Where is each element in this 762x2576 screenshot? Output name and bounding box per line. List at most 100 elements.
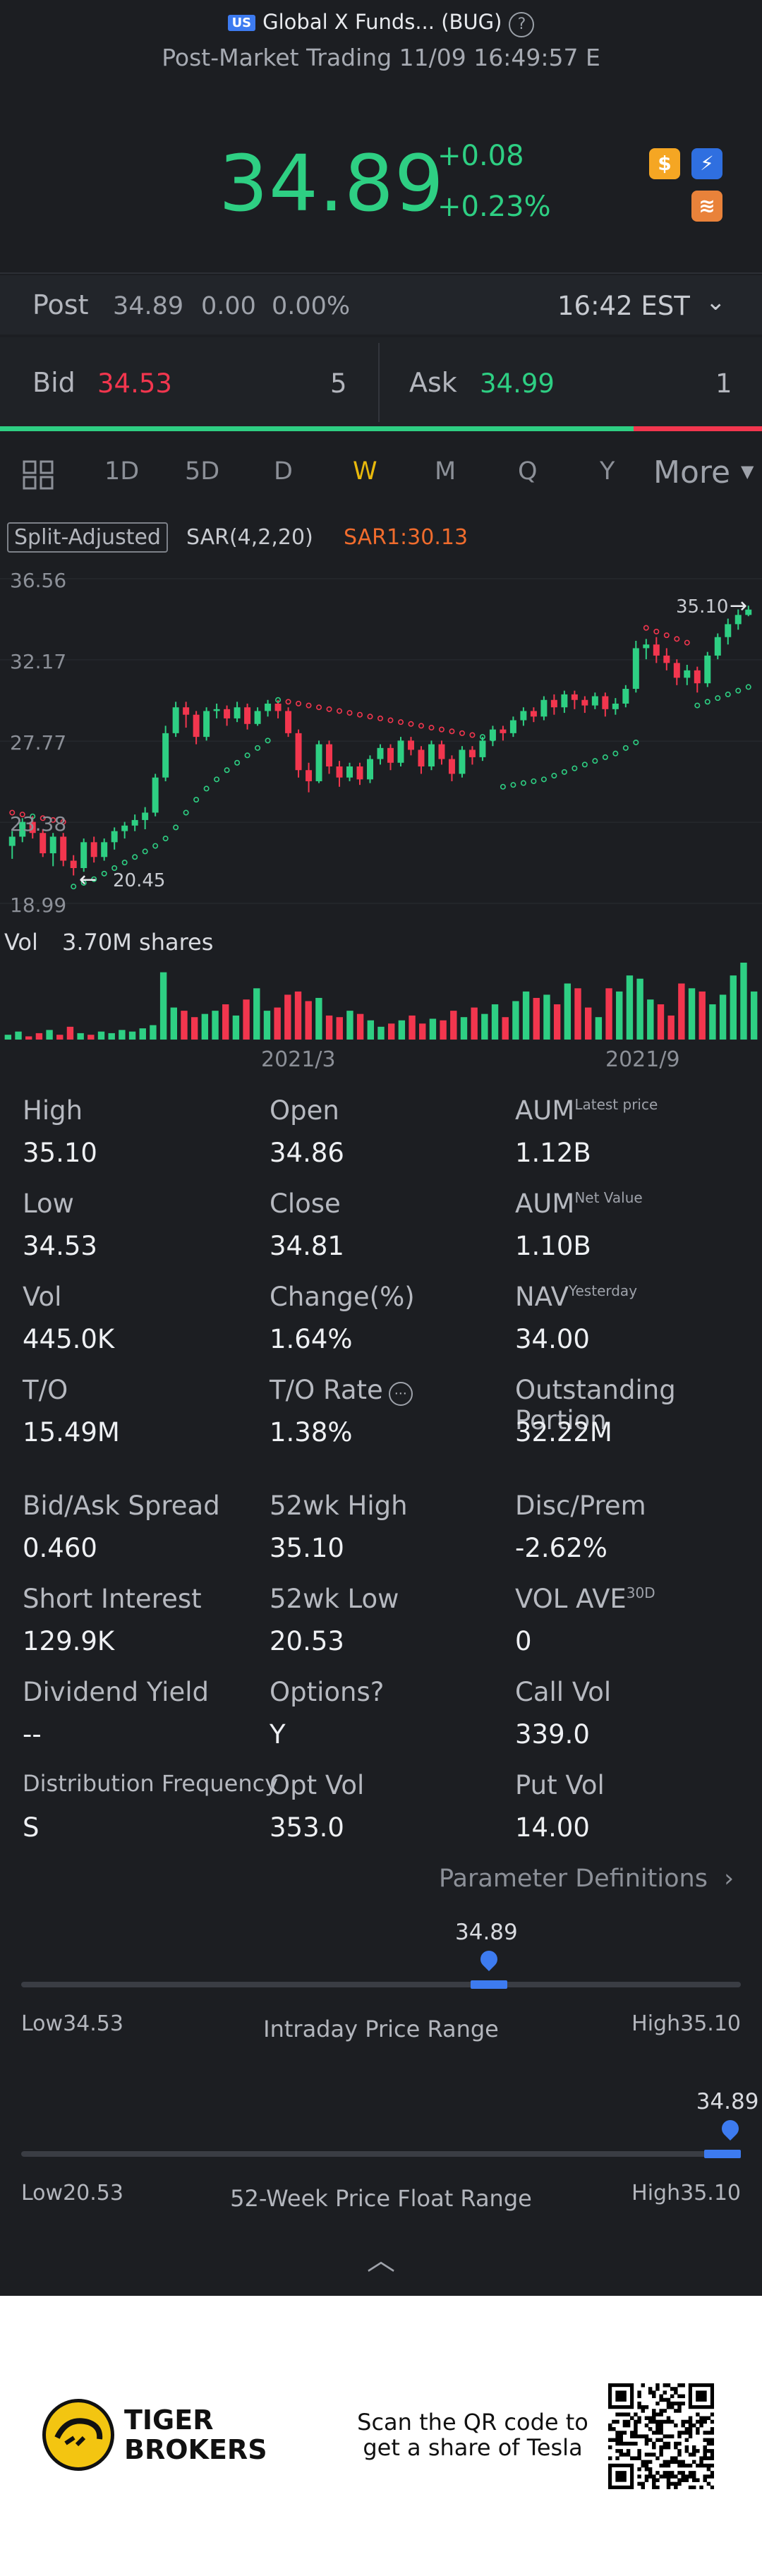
candle-body — [306, 770, 313, 781]
qr-module — [648, 2390, 653, 2395]
sar-dot — [531, 778, 537, 784]
range-high: High35.10 — [631, 2181, 741, 2205]
stat-label-text: T/O Rate — [270, 1375, 383, 1405]
qr-module — [644, 2460, 649, 2464]
candle-body — [285, 711, 292, 733]
stat-label: Open — [270, 1095, 339, 1126]
qr-module — [684, 2419, 689, 2424]
bid-ask-panel: Bid 34.53 5 Ask 34.99 1 — [0, 337, 762, 428]
qr-module — [666, 2397, 671, 2402]
info-icon[interactable]: ⋯ — [388, 1382, 413, 1406]
chevron-down-icon[interactable]: ⌄ — [706, 288, 726, 316]
stat-label-text: Options? — [270, 1677, 385, 1707]
book-badge-icon[interactable]: ≋ — [691, 191, 722, 222]
qr-finder — [615, 2471, 627, 2482]
tab-m[interactable]: M — [435, 457, 456, 486]
stat-label-text: AUM — [515, 1188, 575, 1219]
qr-module — [699, 2485, 703, 2489]
tab-1d[interactable]: 1D — [104, 457, 140, 486]
stat-label: Bid/Ask Spread — [23, 1491, 220, 1521]
qr-module — [644, 2441, 649, 2446]
range-pin-icon — [718, 2117, 742, 2141]
caret-down-icon[interactable]: ▼ — [741, 462, 754, 481]
qr-module — [674, 2456, 678, 2460]
qr-module — [652, 2409, 656, 2413]
sar-dot — [633, 739, 639, 745]
volume-bar — [25, 1036, 32, 1040]
window-title: US Global X Funds... (BUG)? — [0, 10, 762, 37]
post-time[interactable]: 16:42 EST — [557, 291, 690, 321]
qr-module — [622, 2423, 627, 2428]
sar-dot — [572, 765, 578, 771]
qr-module — [615, 2412, 619, 2416]
stat-value: -- — [23, 1719, 42, 1750]
qr-module — [659, 2394, 663, 2398]
qr-module — [652, 2431, 656, 2435]
help-icon[interactable]: ? — [509, 12, 535, 37]
qr-module — [622, 2419, 627, 2424]
qr-module — [706, 2474, 711, 2479]
stat-label-superscript: 30D — [626, 1584, 655, 1601]
qr-module — [655, 2412, 660, 2416]
candle-body — [224, 709, 231, 718]
volume-bar — [647, 999, 654, 1040]
tab-q[interactable]: Q — [518, 457, 538, 486]
volume-label: Vol — [4, 929, 38, 956]
chevron-up-icon[interactable]: ︿ — [367, 2244, 395, 2277]
volume-bar — [398, 1020, 406, 1040]
volume-bar — [657, 1004, 665, 1040]
qr-module — [670, 2474, 675, 2479]
tab-5d[interactable]: 5D — [185, 457, 220, 486]
sar-dot — [337, 708, 343, 714]
candle-body — [336, 766, 343, 778]
qr-module — [615, 2449, 619, 2453]
post-change-percent: 0.00% — [272, 292, 351, 320]
stat-value: 129.9K — [23, 1626, 115, 1656]
candle-body — [550, 699, 557, 708]
volume-bar — [108, 1033, 115, 1040]
tab-more[interactable]: More — [653, 455, 731, 490]
split-adjusted-toggle[interactable]: Split-Adjusted — [7, 522, 168, 553]
qr-module — [684, 2427, 689, 2431]
grid-layout-icon[interactable] — [21, 457, 56, 493]
volume-bar — [159, 972, 167, 1040]
price-change: +0.08 — [437, 140, 524, 172]
qr-module — [696, 2412, 700, 2416]
qr-module — [706, 2481, 711, 2486]
x-axis-label: 2021/9 — [605, 1047, 680, 1072]
fund-title[interactable]: Global X Funds... (BUG) — [262, 10, 502, 34]
volume-bar — [626, 975, 634, 1040]
volume-chart[interactable] — [0, 960, 762, 1041]
qr-code[interactable] — [608, 2383, 714, 2489]
qr-module — [652, 2412, 656, 2416]
tab-y[interactable]: Y — [600, 457, 615, 486]
tab-d[interactable]: D — [274, 457, 293, 486]
qr-finder — [615, 2390, 627, 2402]
y-tick-label: 27.77 — [10, 731, 66, 754]
brand-line-1: TIGER — [124, 2405, 214, 2436]
qr-module — [634, 2431, 638, 2435]
dollar-badge-icon[interactable]: $ — [649, 148, 680, 179]
volume-bar — [46, 1030, 53, 1040]
volume-bar — [119, 1030, 126, 1040]
parameter-definitions-link[interactable]: Parameter Definitions › — [439, 1865, 734, 1893]
sar-dot — [326, 706, 332, 712]
volume-bar — [740, 963, 747, 1040]
sar-indicator[interactable]: SAR(4,2,20) — [186, 525, 313, 550]
tab-w[interactable]: W — [353, 457, 377, 486]
lightning-badge-icon[interactable]: ⚡ — [691, 148, 722, 179]
low-marker-label: 20.45 — [113, 870, 165, 891]
range-low: Low34.53 — [21, 2011, 123, 2036]
candle-body — [459, 750, 466, 774]
qr-module — [703, 2474, 707, 2479]
candle-body — [438, 744, 445, 759]
qr-module — [691, 2445, 696, 2450]
stat-label: Vol — [23, 1282, 61, 1312]
qr-module — [630, 2431, 634, 2435]
volume-bar — [616, 991, 623, 1040]
volume-bar — [709, 1004, 716, 1040]
price-chart[interactable]: 36.56 32.17 27.77 23.38 18.99 35.10 → ← 20.45 — [0, 558, 762, 925]
candle-body — [152, 777, 159, 813]
volume-bar — [512, 1001, 519, 1040]
qr-module — [655, 2387, 660, 2391]
